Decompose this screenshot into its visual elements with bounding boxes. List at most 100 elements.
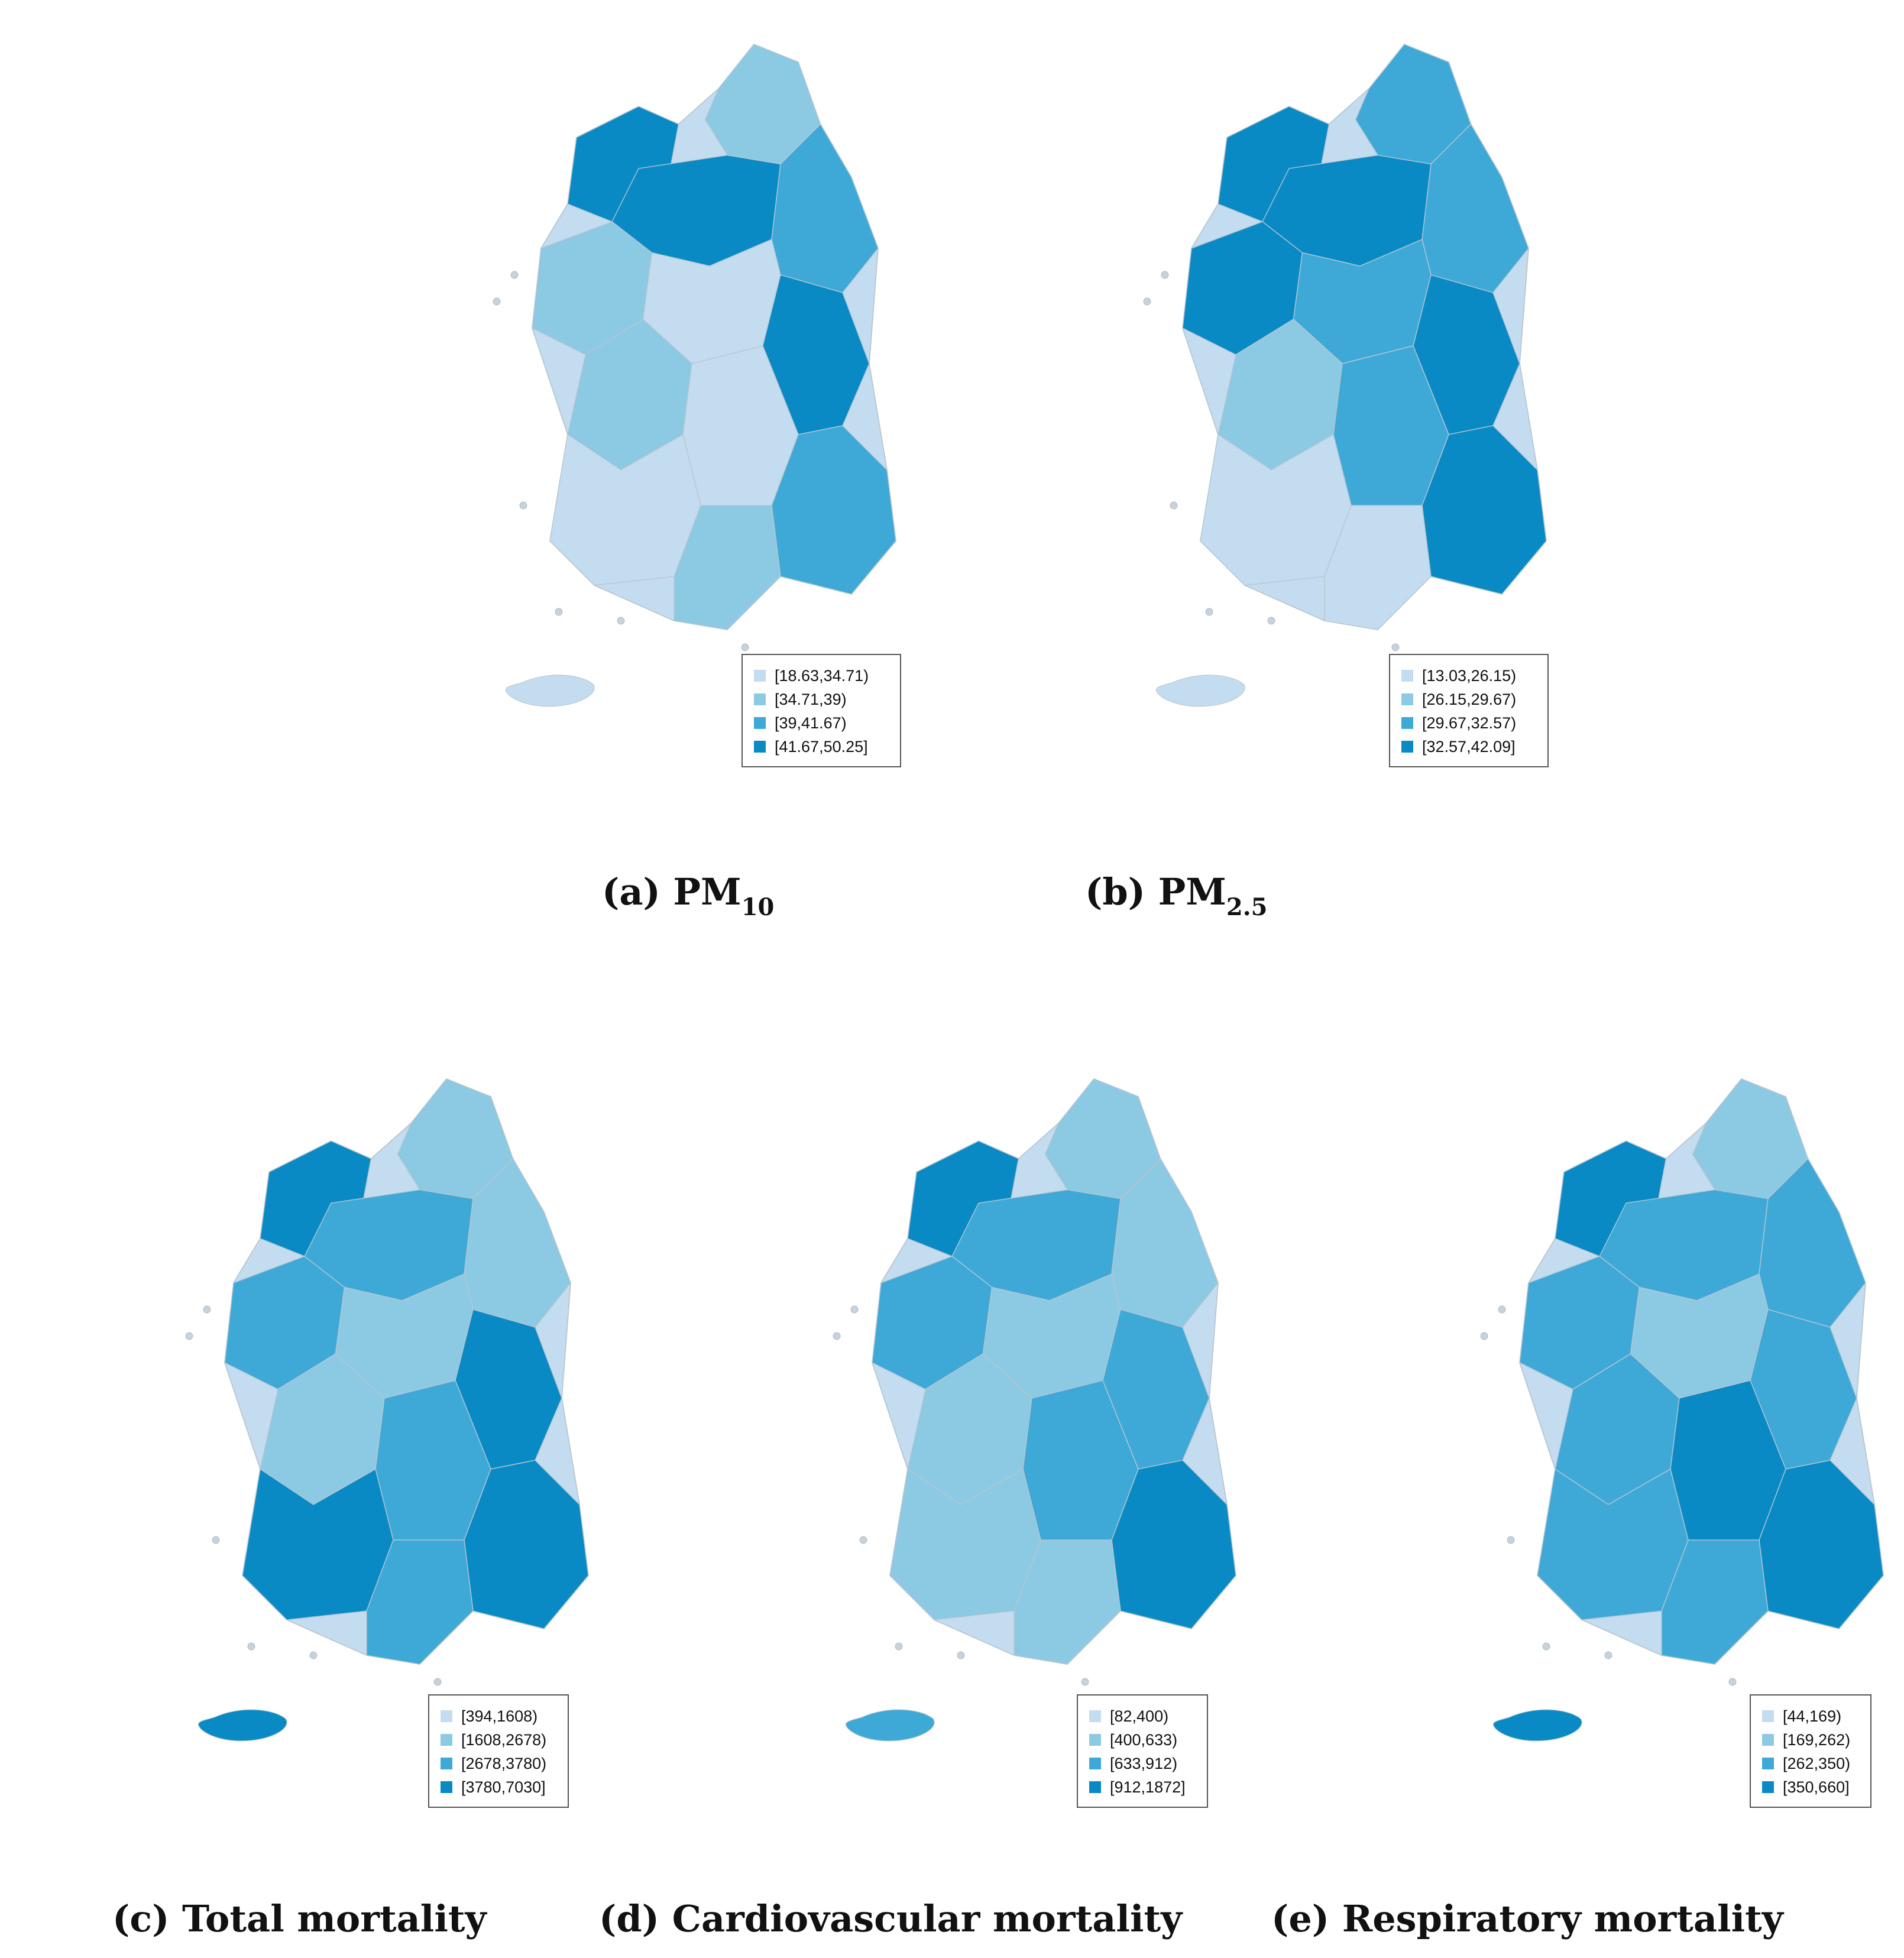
legend-swatch [441, 1734, 452, 1746]
legend-label: [26.15,29.67) [1422, 691, 1516, 708]
jeju-island-c [197, 1709, 287, 1742]
legend-label: [44,169) [1783, 1707, 1841, 1725]
island [741, 643, 749, 651]
island [519, 501, 527, 510]
island [1143, 297, 1151, 306]
legend-b: [13.03,26.15) [26.15,29.67) [29.67,32.57) [… [1389, 654, 1549, 767]
legend-swatch [754, 670, 766, 682]
caption-c: (c) Total mortality [112, 1897, 488, 1940]
region-e-11 [1661, 1539, 1769, 1665]
jeju-island-e [1492, 1709, 1582, 1742]
legend-label: [912,1872] [1110, 1778, 1186, 1796]
island [1081, 1678, 1089, 1686]
island [617, 617, 625, 625]
legend-e: [44,169) [169,262) [262,350) [350,660] [1750, 1694, 1871, 1808]
island [850, 1305, 859, 1314]
region-c-11 [366, 1539, 474, 1665]
island [1728, 1678, 1737, 1686]
legend-label: [82,400) [1110, 1707, 1168, 1725]
region-a-11 [673, 505, 781, 630]
island [957, 1651, 965, 1659]
legend-swatch [441, 1710, 452, 1722]
legend-label: [34.71,39) [775, 691, 847, 708]
legend-swatch [1401, 741, 1413, 753]
legend-label: [18.63,34.71) [775, 667, 869, 685]
legend-swatch [1401, 717, 1413, 729]
jeju-island-b [1155, 675, 1245, 707]
map-e [1480, 1078, 1884, 1686]
legend-box [741, 654, 901, 767]
island [1170, 501, 1178, 510]
legend-label: [2678,3780) [461, 1755, 546, 1772]
island [859, 1536, 867, 1544]
jeju-island-d [845, 1709, 935, 1742]
legend-label: [32.57,42.09] [1422, 738, 1516, 756]
legend-box [1389, 654, 1549, 767]
island [1267, 617, 1275, 625]
legend-swatch [1762, 1781, 1774, 1793]
region-d-11 [1013, 1539, 1121, 1665]
island [433, 1678, 442, 1686]
island [555, 608, 563, 616]
caption-b: (b) PM2.5 [1085, 870, 1267, 921]
legend-swatch [1401, 670, 1413, 682]
legend-swatch [1762, 1758, 1774, 1769]
map-panel-b: [13.03,26.15) [26.15,29.67) [29.67,32.57) [… [1085, 43, 1549, 921]
island [212, 1536, 220, 1544]
legend-label: [3780,7030] [461, 1778, 546, 1796]
legend-swatch [754, 693, 766, 705]
island [203, 1305, 211, 1314]
legend-swatch [1089, 1758, 1101, 1769]
island [1205, 608, 1213, 616]
island [1391, 643, 1400, 651]
caption-d: (d) Cardiovascular mortality [599, 1897, 1183, 1940]
island [1161, 271, 1169, 279]
legend-label: [262,350) [1783, 1755, 1850, 1772]
island [1480, 1332, 1488, 1340]
legend-swatch [754, 741, 766, 753]
legend-label: [13.03,26.15) [1422, 667, 1516, 685]
island [510, 271, 519, 279]
legend-label: [350,660] [1783, 1778, 1850, 1796]
legend-swatch [1089, 1710, 1101, 1722]
island [1604, 1651, 1612, 1659]
island [1498, 1305, 1506, 1314]
legend-swatch [1762, 1734, 1774, 1746]
island [247, 1642, 255, 1651]
map-c [185, 1078, 589, 1686]
legend-swatch [754, 717, 766, 729]
legend-label: [39,41.67) [775, 714, 847, 732]
map-panel-d: [82,400) [400,633) [633,912) [912,1872] (d) … [599, 1078, 1236, 1940]
map-d [833, 1078, 1236, 1686]
map-a [493, 43, 896, 651]
island [185, 1332, 193, 1340]
legend-label: [1608,2678) [461, 1731, 546, 1749]
legend-swatch [1089, 1781, 1101, 1793]
legend-label: [633,912) [1110, 1755, 1177, 1772]
island [1507, 1536, 1515, 1544]
legend-label: [29.67,32.57) [1422, 714, 1516, 732]
legend-swatch [1401, 693, 1413, 705]
legend-swatch [441, 1758, 452, 1769]
legend-swatch [1762, 1710, 1774, 1722]
region-b-11 [1324, 505, 1432, 630]
legend-label: [400,633) [1110, 1731, 1177, 1749]
island [1542, 1642, 1550, 1651]
island [493, 297, 501, 306]
caption-e: (e) Respiratory mortality [1271, 1897, 1785, 1940]
legend-swatch [1089, 1734, 1101, 1746]
legend-label: [169,262) [1783, 1731, 1850, 1749]
island [309, 1651, 318, 1659]
legend-a: [18.63,34.71) [34.71,39) [39,41.67) [41.67,… [741, 654, 901, 767]
jeju-island-a [505, 675, 595, 707]
legend-swatch [441, 1781, 452, 1793]
legend-c: [394,1608) [1608,2678) [2678,3780) [3780,70… [428, 1694, 569, 1808]
island [833, 1332, 841, 1340]
map-panel-a: [18.63,34.71) [34.71,39) [39,41.67) [41.67,… [493, 43, 901, 921]
caption-a: (a) PM10 [602, 870, 774, 921]
island [895, 1642, 903, 1651]
legend-d: [82,400) [400,633) [633,912) [912,1872] [1077, 1694, 1208, 1808]
legend-label: [394,1608) [461, 1707, 537, 1725]
map-b [1143, 43, 1547, 651]
